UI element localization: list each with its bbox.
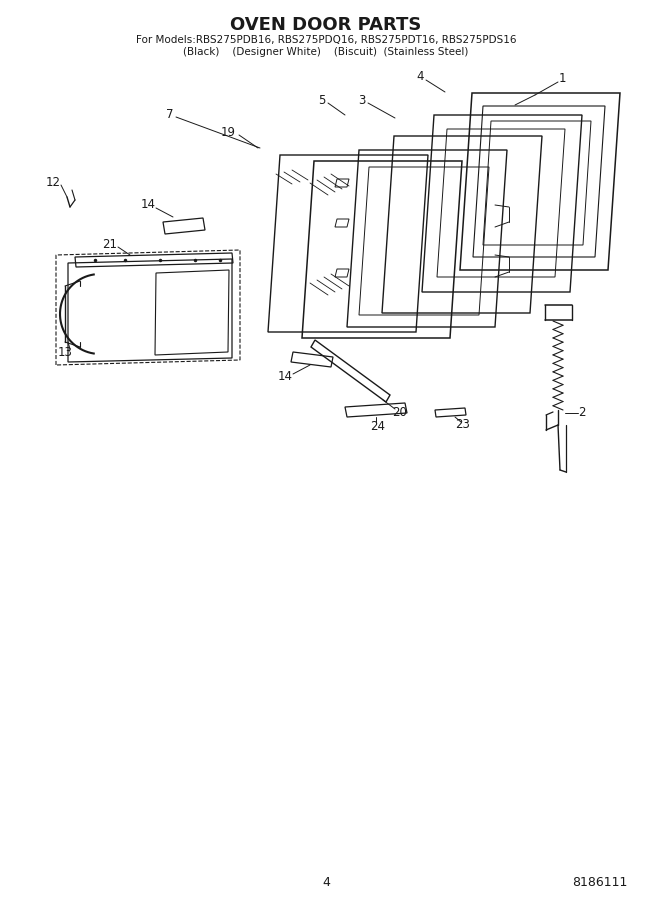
- Text: 2: 2: [578, 407, 585, 419]
- Text: 8186111: 8186111: [572, 876, 628, 888]
- Text: 7: 7: [166, 107, 173, 121]
- Text: 12: 12: [46, 176, 61, 188]
- Text: 19: 19: [220, 125, 235, 139]
- Text: 14: 14: [278, 371, 293, 383]
- Text: 3: 3: [359, 94, 366, 106]
- Text: 4: 4: [416, 70, 424, 84]
- Text: 21: 21: [102, 238, 117, 250]
- Text: 5: 5: [318, 94, 326, 106]
- Text: 14: 14: [140, 199, 155, 212]
- Text: 20: 20: [393, 406, 408, 419]
- Text: (Black)    (Designer White)    (Biscuit)  (Stainless Steel): (Black) (Designer White) (Biscuit) (Stai…: [183, 47, 469, 57]
- Text: 4: 4: [322, 876, 330, 888]
- Text: OVEN DOOR PARTS: OVEN DOOR PARTS: [230, 16, 422, 34]
- Text: 13: 13: [57, 346, 72, 358]
- Text: 1: 1: [558, 71, 566, 85]
- Text: 23: 23: [456, 418, 471, 431]
- Text: 24: 24: [370, 420, 385, 434]
- Text: For Models:RBS275PDB16, RBS275PDQ16, RBS275PDT16, RBS275PDS16: For Models:RBS275PDB16, RBS275PDQ16, RBS…: [136, 35, 516, 45]
